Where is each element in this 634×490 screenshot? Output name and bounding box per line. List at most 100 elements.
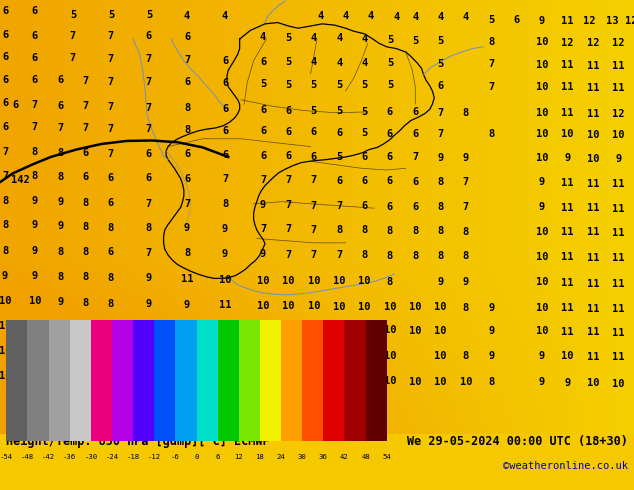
Text: 9: 9 xyxy=(184,300,190,310)
Text: 6: 6 xyxy=(412,177,418,187)
Text: 10: 10 xyxy=(54,347,67,357)
Text: 7: 7 xyxy=(184,55,190,65)
Text: 11: 11 xyxy=(561,82,574,92)
Text: 6: 6 xyxy=(13,100,19,110)
Text: 8: 8 xyxy=(108,222,114,233)
Text: 11: 11 xyxy=(612,304,624,314)
Text: 11: 11 xyxy=(561,303,574,313)
Text: 10: 10 xyxy=(434,377,447,387)
Text: 7: 7 xyxy=(146,124,152,134)
Text: 10: 10 xyxy=(307,301,320,311)
Text: 12: 12 xyxy=(181,323,193,333)
Text: 9: 9 xyxy=(463,277,469,287)
Text: 142: 142 xyxy=(11,175,30,185)
Text: 4: 4 xyxy=(184,11,190,22)
Text: 9: 9 xyxy=(32,220,38,230)
Text: 4: 4 xyxy=(463,12,469,23)
Text: 30: 30 xyxy=(298,454,307,460)
Text: We 29-05-2024 00:00 UTC (18+30): We 29-05-2024 00:00 UTC (18+30) xyxy=(407,435,628,448)
Text: 10: 10 xyxy=(358,350,371,361)
Text: 6: 6 xyxy=(2,6,8,16)
Text: 6: 6 xyxy=(82,172,89,182)
Text: 8: 8 xyxy=(463,226,469,237)
Text: Height/Temp. 850 hPa [gdmp][°C] ECMWF: Height/Temp. 850 hPa [gdmp][°C] ECMWF xyxy=(6,435,270,448)
Text: -30: -30 xyxy=(84,454,98,460)
Text: 7: 7 xyxy=(82,75,89,86)
Text: 5: 5 xyxy=(488,15,495,24)
Text: 10: 10 xyxy=(257,301,269,311)
Text: 9: 9 xyxy=(222,249,228,259)
Text: 8: 8 xyxy=(57,147,63,158)
Text: 4: 4 xyxy=(393,12,399,23)
Text: 10: 10 xyxy=(219,275,231,285)
Text: 11: 11 xyxy=(105,323,117,333)
Text: 11: 11 xyxy=(612,352,624,362)
Bar xyxy=(6,320,27,441)
Text: 7: 7 xyxy=(260,224,266,234)
Text: 6: 6 xyxy=(184,77,190,87)
Text: 11: 11 xyxy=(219,349,231,359)
Text: 9: 9 xyxy=(437,153,444,163)
Text: 6: 6 xyxy=(285,151,292,161)
Text: 9: 9 xyxy=(615,154,621,164)
Text: 9: 9 xyxy=(539,351,545,362)
Text: 6: 6 xyxy=(311,127,317,137)
Text: 11: 11 xyxy=(612,228,624,238)
Text: 10: 10 xyxy=(460,377,472,387)
Text: 7: 7 xyxy=(108,148,114,158)
Text: 5: 5 xyxy=(336,79,342,90)
Text: 6: 6 xyxy=(216,454,220,460)
Text: 10: 10 xyxy=(333,350,346,360)
Text: 9: 9 xyxy=(488,351,495,362)
Text: 8: 8 xyxy=(463,351,469,361)
Bar xyxy=(112,320,133,441)
Text: 9: 9 xyxy=(564,153,571,163)
Text: 10: 10 xyxy=(0,321,11,331)
Text: 11: 11 xyxy=(561,278,574,288)
Text: 7: 7 xyxy=(222,174,228,184)
Text: 5: 5 xyxy=(361,107,368,117)
Text: 11: 11 xyxy=(612,253,624,263)
Text: 9: 9 xyxy=(32,271,38,281)
Text: 11: 11 xyxy=(561,108,574,118)
Text: 10: 10 xyxy=(409,377,422,387)
Text: 8: 8 xyxy=(184,103,190,113)
Text: 5: 5 xyxy=(260,79,266,89)
Text: -54: -54 xyxy=(0,454,13,460)
Text: 9: 9 xyxy=(539,202,545,212)
Text: 7: 7 xyxy=(311,200,317,211)
Text: 11: 11 xyxy=(561,203,574,213)
Text: 8: 8 xyxy=(437,226,444,236)
Text: 10: 10 xyxy=(586,130,599,140)
Text: 6: 6 xyxy=(57,101,63,111)
Text: 11: 11 xyxy=(561,327,574,337)
Text: 7: 7 xyxy=(311,225,317,235)
Text: 12: 12 xyxy=(235,454,243,460)
Bar xyxy=(154,320,176,441)
Text: 10: 10 xyxy=(536,252,548,262)
Text: 7: 7 xyxy=(488,82,495,92)
Text: 10: 10 xyxy=(586,378,599,389)
Text: -6: -6 xyxy=(171,454,180,460)
Text: 7: 7 xyxy=(463,202,469,212)
Text: 10: 10 xyxy=(29,371,41,381)
Text: 10: 10 xyxy=(333,375,346,385)
Text: 6: 6 xyxy=(146,173,152,183)
Text: 5: 5 xyxy=(146,10,152,20)
Text: 9: 9 xyxy=(32,196,38,206)
Bar xyxy=(260,320,281,441)
Text: 7: 7 xyxy=(146,102,152,113)
Text: 8: 8 xyxy=(2,196,8,206)
Text: 8: 8 xyxy=(222,199,228,209)
Bar xyxy=(281,320,302,441)
Text: 11: 11 xyxy=(612,83,624,93)
Text: 8: 8 xyxy=(437,251,444,261)
Text: 10: 10 xyxy=(358,376,371,386)
Text: 5: 5 xyxy=(387,80,393,91)
Text: 11: 11 xyxy=(586,203,599,213)
Text: 10: 10 xyxy=(0,296,11,306)
Text: 10: 10 xyxy=(536,108,548,118)
Text: 10: 10 xyxy=(257,276,269,286)
Text: 12: 12 xyxy=(583,16,596,26)
Text: 8: 8 xyxy=(2,245,8,256)
